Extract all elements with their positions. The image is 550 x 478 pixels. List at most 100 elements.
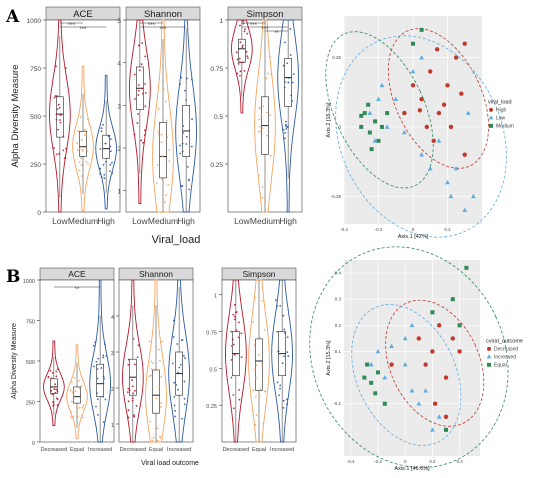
b-jitter-point: [96, 398, 99, 401]
b-xlabel: Axis.1 [46.6%]: [394, 466, 430, 472]
a-jitter-point: [77, 130, 80, 132]
b-ytick-label: 0.25: [206, 404, 217, 410]
b-jitter-point: [184, 357, 186, 360]
b-violin-decreased: [225, 279, 247, 443]
a-jitter-point: [258, 125, 261, 128]
b-jitter-point: [55, 375, 58, 378]
b-jitter-point: [260, 363, 263, 366]
a-point-medium: [411, 41, 415, 46]
b-jitter-point: [51, 393, 54, 396]
b-jitter-point: [252, 321, 254, 323]
b-point-decreased: [443, 414, 449, 419]
a-jitter-point: [242, 20, 245, 23]
b-box-equal: [152, 369, 160, 414]
b-point-increased: [409, 322, 415, 328]
a-jitter-point: [243, 30, 246, 33]
b-xtick-label: 0: [404, 459, 407, 464]
b-jitter-point: [274, 299, 277, 302]
b-jitter-point: [285, 398, 288, 401]
b-jitter-point: [282, 314, 285, 317]
a-strip-label-ace: ACE: [73, 9, 93, 20]
b-jitter-point: [232, 394, 235, 396]
b-jitter-point: [183, 403, 186, 406]
a-jitter-point: [262, 105, 265, 107]
b-jitter-point: [56, 368, 59, 371]
b-jitter-point: [56, 398, 59, 401]
b-xtick-decreased: Decreased: [223, 447, 250, 453]
a-jitter-point: [156, 182, 158, 185]
a-point-low: [419, 55, 425, 60]
a-jitter-point: [143, 134, 146, 137]
b-jitter-point: [230, 345, 233, 347]
a-ytick-label: 4: [117, 61, 121, 68]
a-signif-label: ***: [250, 23, 258, 29]
b-legend-label-decreased: Decreased: [494, 346, 518, 352]
b-point-increased: [416, 401, 422, 406]
b-jitter-point: [255, 377, 257, 380]
a-violin-high: [175, 19, 197, 213]
a-violin-low: [129, 19, 151, 204]
a-jitter-point: [133, 73, 136, 76]
a-jitter-point: [162, 87, 165, 90]
b-jitter-point: [150, 360, 153, 363]
b-jitter-point: [283, 328, 286, 331]
a-ytick-label: 1000: [27, 18, 42, 25]
a-jitter-point: [284, 41, 286, 44]
b-legend-title: cviral_outcome: [486, 338, 523, 344]
b-jitter-point: [126, 391, 129, 394]
b-ytick-label: 3: [111, 351, 114, 357]
a-jitter-point: [158, 108, 160, 110]
a-jitter-point: [144, 91, 147, 94]
b-point-equal: [430, 310, 435, 315]
a-strip-label-simpson: Simpson: [247, 9, 284, 20]
b-jitter-point: [257, 354, 260, 356]
a-point-high: [428, 69, 433, 74]
b-jitter-point: [128, 389, 131, 392]
a-legend-title: viral_load: [488, 99, 512, 105]
a-jitter-point: [141, 87, 144, 90]
b-jitter-point: [105, 355, 108, 357]
a-jitter-point: [239, 61, 241, 64]
b-jitter-point: [240, 356, 243, 359]
b-jitter-point: [72, 394, 75, 397]
b-point-increased: [375, 348, 381, 354]
a-jitter-point: [141, 42, 144, 45]
b-jitter-point: [52, 403, 55, 406]
b-point-equal: [464, 265, 469, 270]
b-jitter-point: [150, 368, 153, 370]
b-jitter-point: [177, 388, 179, 391]
b-jitter-point: [159, 437, 162, 439]
a-jitter-point: [137, 94, 140, 96]
a-jitter-point: [104, 142, 107, 145]
a-xtick-medium: Medium: [68, 216, 98, 226]
b-jitter-point: [47, 375, 50, 378]
b-jitter-point: [82, 404, 85, 407]
a-jitter-point: [168, 160, 171, 163]
b-jitter-point: [180, 363, 182, 366]
b-jitter-point: [102, 382, 105, 385]
a-violin-low: [231, 19, 253, 114]
b-box-equal: [73, 386, 81, 404]
b-xtick-label: 0.2: [429, 459, 436, 464]
a-jitter-point: [247, 57, 249, 59]
b-jitter-point: [183, 397, 186, 400]
b-violin-increased: [89, 279, 111, 443]
b-jitter-point: [131, 385, 134, 388]
a-ytick-label: 2: [117, 146, 121, 153]
b-jitter-point: [287, 355, 290, 358]
b-jitter-point: [102, 354, 105, 357]
b-jitter-point: [101, 395, 104, 398]
b-ytick-label: 1: [214, 294, 217, 300]
a-jitter-point: [99, 172, 101, 175]
a-jitter-point: [261, 196, 264, 199]
b-jitter-point: [155, 397, 158, 400]
b-jitter-point: [50, 389, 53, 392]
a-jitter-point: [259, 130, 262, 133]
a-jitter-point: [165, 194, 167, 196]
a-ytick-label: 0: [338, 124, 341, 129]
a-jitter-point: [78, 161, 81, 163]
b-jitter-point: [286, 336, 289, 339]
b-jitter-point: [254, 423, 257, 426]
panel-letter-b: B: [6, 267, 20, 287]
a-jitter-point: [134, 98, 136, 100]
